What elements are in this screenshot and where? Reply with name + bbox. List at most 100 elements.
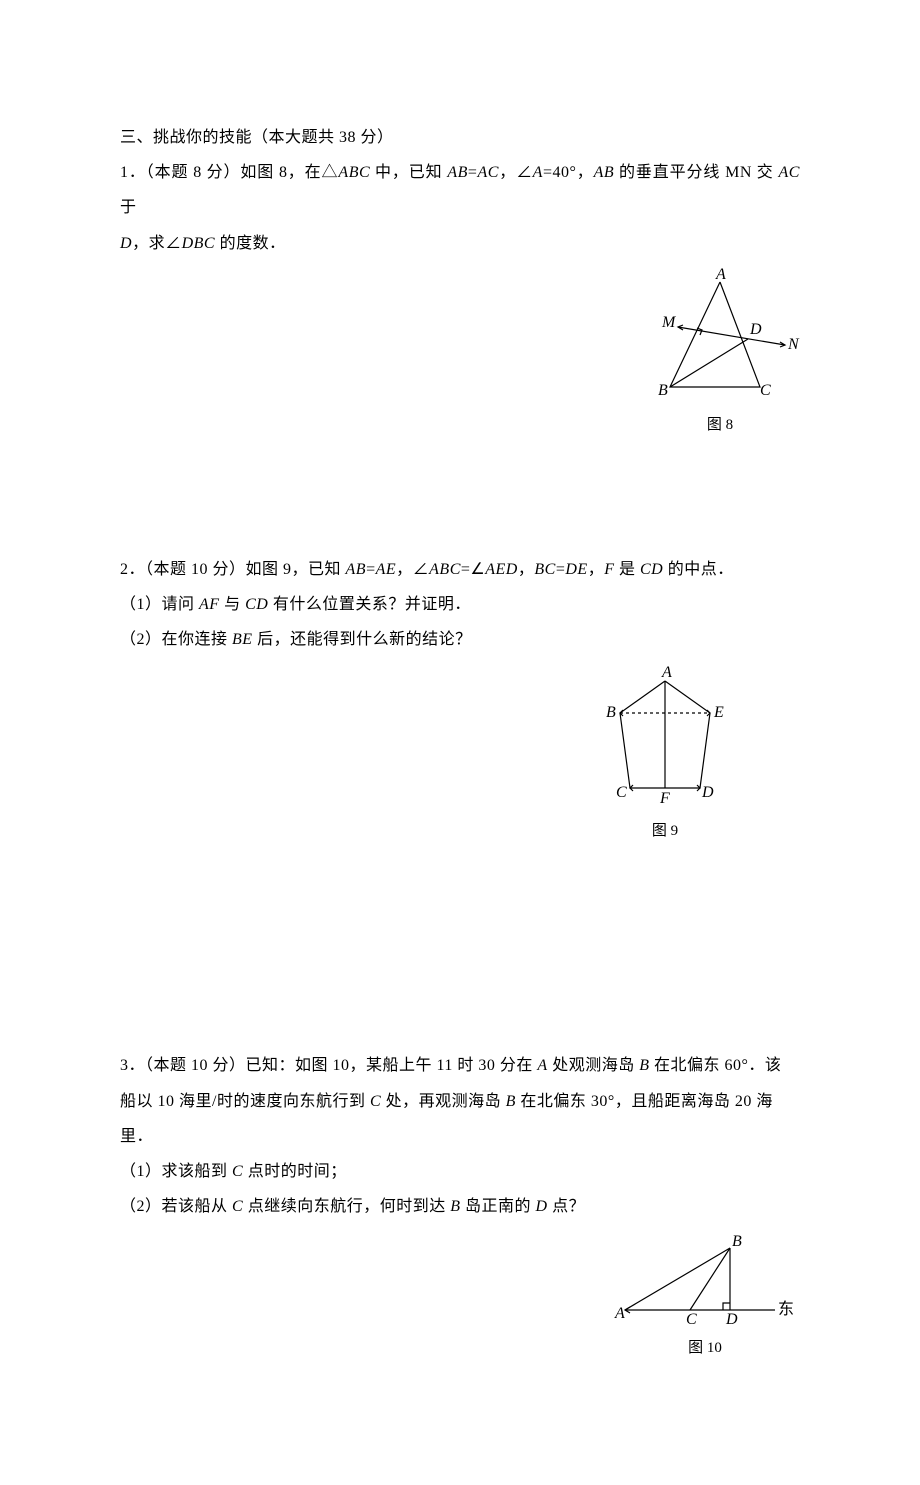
q2-s1e: 有什么位置关系？并证明． [268, 596, 471, 613]
q1-figure: A B C D M N 图 8 [640, 267, 800, 442]
q2-l1f: ABC [429, 561, 461, 578]
fig10-label-D: D [725, 1311, 738, 1328]
q3-l1d: B [639, 1057, 649, 1074]
q3-line2: 船以 10 海里/时的速度向东航行到 C 处，再观测海岛 B 在北偏东 30°，… [120, 1084, 800, 1119]
q2-line1: 2．（本题 10 分）如图 9，已知 AB=AE，∠ABC=∠AED，BC=DE… [120, 552, 800, 587]
fig8-label-N: N [787, 336, 800, 353]
q2-l1p: CD [640, 561, 663, 578]
fig8-label-A: A [715, 267, 726, 283]
q2-l1b: AB [346, 561, 367, 578]
q3-l1c: 处观测海岛 [548, 1057, 640, 1074]
fig10-label-B: B [732, 1233, 742, 1250]
q1-l1j: AB [594, 164, 615, 181]
q3-s1b: C [232, 1163, 243, 1180]
q3-l2a: 船以 10 海里/时的速度向东航行到 [120, 1093, 370, 1110]
q2-sub1: （1）请问 AF 与 CD 有什么位置关系？并证明． [120, 587, 800, 622]
q1-l1a: 1．（本题 8 分）如图 8，在△ [120, 164, 338, 181]
q2-l1l: DE [565, 561, 587, 578]
fig8-label-C: C [760, 382, 771, 399]
q3-l1e: 在北偏东 60°．该 [650, 1057, 782, 1074]
q2-l1h: AED [485, 561, 518, 578]
q1-l1h: A [533, 164, 543, 181]
q2-l1a: 2．（本题 10 分）如图 9，已知 [120, 561, 346, 578]
q2-l1n: F [604, 561, 614, 578]
q1-l1l: AC [779, 164, 800, 181]
fig8-label-B: B [658, 382, 668, 399]
q3-s2d: B [450, 1198, 460, 1215]
q2-figure-block: A B E C D F 图 9 [120, 663, 800, 848]
q2-l1j: BC [534, 561, 555, 578]
q1-l1m: 于 [120, 199, 137, 216]
q1-l1d: AB [447, 164, 468, 181]
q3-figure-block: A B C D 东 图 10 [120, 1230, 800, 1365]
q1-line1: 1．（本题 8 分）如图 8，在△ABC 中，已知 AB=AC，∠A=40°，A… [120, 155, 800, 225]
q3-line3: 里． [120, 1119, 800, 1154]
q3-s2e: 岛正南的 [460, 1198, 535, 1215]
fig9-caption: 图 9 [652, 815, 678, 848]
fig9-label-E: E [713, 704, 724, 721]
figure-9-svg: A B E C D F [590, 663, 740, 813]
q1-l1b: ABC [338, 164, 370, 181]
q1-l1k: 的垂直平分线 MN 交 [614, 164, 778, 181]
q3-s2a: （2）若该船从 [120, 1198, 232, 1215]
q3-l2d: B [506, 1093, 516, 1110]
q3-l1a: 3．（本题 10 分）已知：如图 10，某船上午 11 时 30 分在 [120, 1057, 537, 1074]
fig9-label-D: D [701, 784, 714, 801]
q2-l1d: AE [376, 561, 397, 578]
spacer-2 [120, 888, 800, 1048]
q1-line2: D，求∠DBC 的度数． [120, 226, 800, 261]
q3-s1c: 点时的时间； [243, 1163, 347, 1180]
q2-figure: A B E C D F 图 9 [590, 663, 740, 848]
fig10-label-C: C [686, 1311, 697, 1328]
q3-s1a: （1）求该船到 [120, 1163, 232, 1180]
q2-s1b: AF [199, 596, 220, 613]
fig9-label-C: C [616, 784, 627, 801]
q2-l1m: ， [588, 561, 605, 578]
q2-s1d: CD [245, 596, 268, 613]
fig9-label-B: B [606, 704, 616, 721]
q2-s1a: （1）请问 [120, 596, 199, 613]
q2-s2c: 后，还能得到什么新的结论？ [253, 631, 472, 648]
figure-10-svg: A B C D 东 [610, 1230, 800, 1330]
section-heading: 三、挑战你的技能（本大题共 38 分） [120, 120, 800, 155]
q3-s2f: D [536, 1198, 548, 1215]
q3-l2c: 处，再观测海岛 [381, 1093, 506, 1110]
q1-l1g: ，∠ [499, 164, 533, 181]
q2-l1i: ， [518, 561, 535, 578]
q1-l2b: ，求∠ [132, 235, 182, 252]
q3-line1: 3．（本题 10 分）已知：如图 10，某船上午 11 时 30 分在 A 处观… [120, 1048, 800, 1083]
q3-figure: A B C D 东 图 10 [610, 1230, 800, 1365]
q3-s2g: 点？ [548, 1198, 586, 1215]
fig10-label-A: A [614, 1305, 625, 1322]
q3-sub1: （1）求该船到 C 点时的时间； [120, 1154, 800, 1189]
q3-l1b: A [537, 1057, 547, 1074]
q3-s2b: C [232, 1198, 243, 1215]
fig9-label-A: A [661, 664, 672, 681]
q2-sub2: （2）在你连接 BE 后，还能得到什么新的结论？ [120, 622, 800, 657]
q1-l1i: =40°， [543, 164, 594, 181]
q1-l2a: D [120, 235, 132, 252]
fig10-caption: 图 10 [688, 1332, 722, 1365]
q2-l1q: 的中点． [663, 561, 734, 578]
figure-8-svg: A B C D M N [640, 267, 800, 407]
q3-sub2: （2）若该船从 C 点继续向东航行，何时到达 B 岛正南的 D 点？ [120, 1189, 800, 1224]
q2-s2b: BE [232, 631, 253, 648]
q3-s2c: 点继续向东航行，何时到达 [243, 1198, 450, 1215]
q2-l1o: 是 [614, 561, 640, 578]
fig8-label-D: D [749, 321, 762, 338]
q2-l1c: = [366, 561, 376, 578]
q2-l1k: = [556, 561, 566, 578]
q1-l1c: 中，已知 [370, 164, 447, 181]
q1-l2d: 的度数． [215, 235, 286, 252]
q3-l2b: C [370, 1093, 381, 1110]
q2-l1g: =∠ [461, 561, 485, 578]
q1-l1f: AC [477, 164, 498, 181]
fig10-label-east: 东 [778, 1300, 794, 1318]
q1-l2c: DBC [182, 235, 216, 252]
spacer-1 [120, 482, 800, 552]
q3-l2e: 在北偏东 30°，且船距离海岛 20 海 [516, 1093, 773, 1110]
q1-figure-block: A B C D M N 图 8 [120, 267, 800, 442]
fig8-label-M: M [661, 314, 677, 331]
q2-s2a: （2）在你连接 [120, 631, 232, 648]
q2-s1c: 与 [220, 596, 246, 613]
